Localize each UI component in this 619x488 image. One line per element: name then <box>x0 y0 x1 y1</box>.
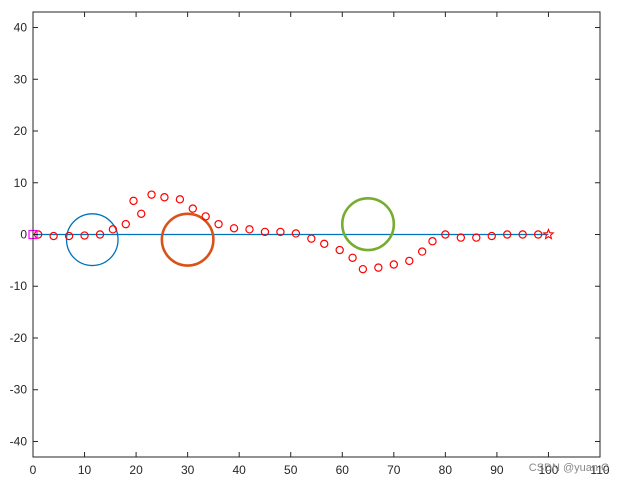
y-tick-label: 0 <box>20 228 27 242</box>
path-point <box>405 256 414 266</box>
axis-ticks: 0 10 20 30 40 50 60 70 80 90 100 110 -40 -30 -20 -10 0 10… <box>10 12 610 477</box>
x-tick-label: 0 <box>30 463 37 477</box>
path-point <box>188 204 197 213</box>
path-point <box>245 225 254 234</box>
y-tick-label: -30 <box>10 383 28 397</box>
path-point <box>533 230 543 239</box>
path-point <box>160 193 169 202</box>
path-point <box>64 231 74 241</box>
path-point <box>229 224 239 233</box>
path-point <box>428 237 437 246</box>
path-point <box>307 234 316 243</box>
path-point <box>214 219 223 229</box>
path-point <box>291 229 301 238</box>
obstacle-circle <box>160 212 215 267</box>
y-tick-label: 40 <box>14 21 28 35</box>
path-point <box>358 264 368 274</box>
path-point <box>80 231 89 240</box>
x-tick-label: 100 <box>538 463 558 477</box>
x-tick-label: 110 <box>590 463 609 477</box>
path-point <box>348 253 357 262</box>
path-point <box>108 225 118 234</box>
y-tick-label: -40 <box>10 434 28 448</box>
obstacle-circle <box>65 213 119 267</box>
y-tick-label: -10 <box>10 279 28 293</box>
obstacle-circle <box>340 196 396 252</box>
path-point <box>374 263 383 272</box>
y-tick-label: 30 <box>14 72 28 86</box>
x-tick-label: 80 <box>439 463 453 477</box>
x-tick-label: 40 <box>233 463 247 477</box>
x-tick-label: 60 <box>336 463 350 477</box>
path-point <box>335 245 344 255</box>
path-point <box>121 219 130 229</box>
path-point <box>417 247 427 256</box>
x-tick-label: 30 <box>181 463 195 477</box>
x-tick-label: 70 <box>387 463 401 477</box>
x-tick-label: 10 <box>78 463 92 477</box>
x-tick-label: 90 <box>490 463 504 477</box>
path-point <box>201 212 210 221</box>
path-point <box>137 209 146 219</box>
watermark: CSDN @yuan C <box>528 462 609 474</box>
path-point <box>518 230 527 239</box>
path-point <box>95 230 105 239</box>
path-point <box>487 231 496 241</box>
path-point <box>503 230 512 239</box>
y-tick-label: 20 <box>14 124 28 138</box>
y-tick-label: 10 <box>14 176 28 190</box>
path-point <box>147 190 156 199</box>
path-point <box>276 227 285 237</box>
x-tick-label: 20 <box>129 463 143 477</box>
path-point <box>175 195 185 204</box>
path-point <box>129 196 138 206</box>
path-point <box>441 230 450 239</box>
path-point <box>49 231 58 241</box>
x-tick-label: 50 <box>284 463 298 477</box>
path-point <box>456 233 466 242</box>
path-point <box>260 227 270 237</box>
path-point <box>320 239 329 249</box>
axes-box <box>32 11 601 458</box>
path-point <box>389 260 399 269</box>
goal-marker <box>542 228 555 240</box>
path-point <box>472 233 481 242</box>
y-tick-label: -20 <box>10 331 28 345</box>
